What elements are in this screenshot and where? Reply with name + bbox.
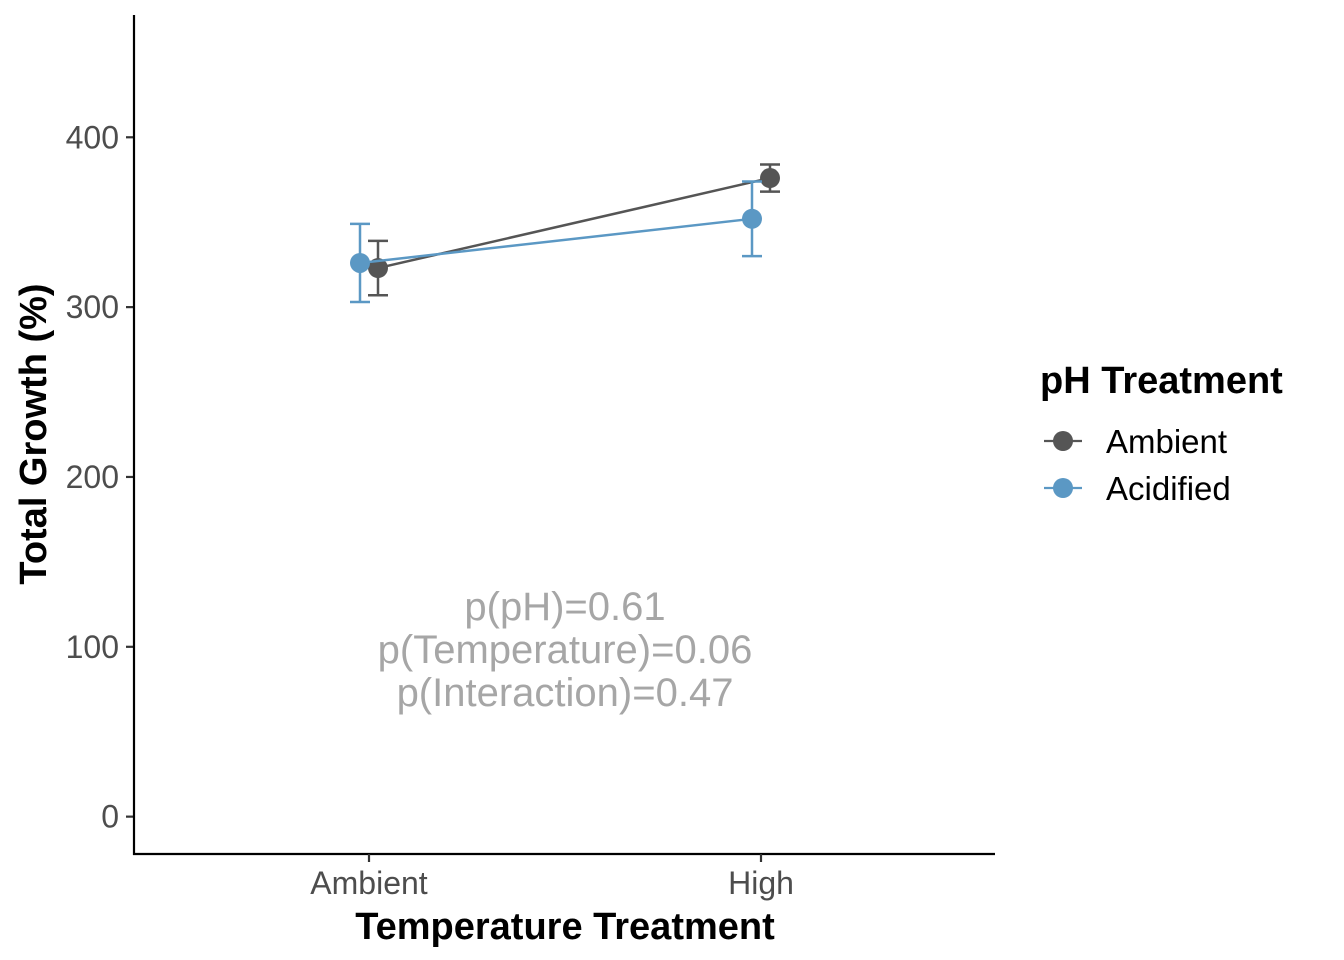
y-tick-label: 300 <box>66 289 119 325</box>
annotation-ph: p(pH)=0.61 <box>464 585 665 629</box>
y-tick-label: 200 <box>66 459 119 495</box>
legend-item-acidified: Acidified <box>1044 470 1231 507</box>
y-tick-label: 400 <box>66 119 119 155</box>
legend-label-acidified: Acidified <box>1106 470 1231 507</box>
y-tick-label: 100 <box>66 629 119 665</box>
x-axis-title: Temperature Treatment <box>355 906 775 948</box>
y-axis-title: Total Growth (%) <box>13 283 55 584</box>
x-tick-label: High <box>728 865 794 901</box>
legend-label-ambient: Ambient <box>1106 423 1227 460</box>
data-point <box>760 168 780 189</box>
x-tick-label: Ambient <box>310 865 428 901</box>
series-line <box>359 217 753 265</box>
legend-title: pH Treatment <box>1040 360 1283 402</box>
data-point <box>368 258 388 279</box>
data-point <box>742 208 762 229</box>
y-tick-label: 0 <box>101 799 119 835</box>
data-point <box>350 252 370 273</box>
annotation-interaction: p(Interaction)=0.47 <box>397 671 734 715</box>
legend: pH Treatment Ambient Acidified <box>1040 360 1283 507</box>
x-axis-ticks: Ambient High <box>310 854 794 901</box>
series-layer <box>350 163 780 304</box>
annotation-temperature: p(Temperature)=0.06 <box>378 628 753 672</box>
legend-item-ambient: Ambient <box>1044 423 1227 460</box>
legend-key-point-acidified <box>1053 478 1073 498</box>
legend-key-point-ambient <box>1053 431 1073 451</box>
y-axis-ticks: 0 100 200 300 400 <box>66 119 134 835</box>
